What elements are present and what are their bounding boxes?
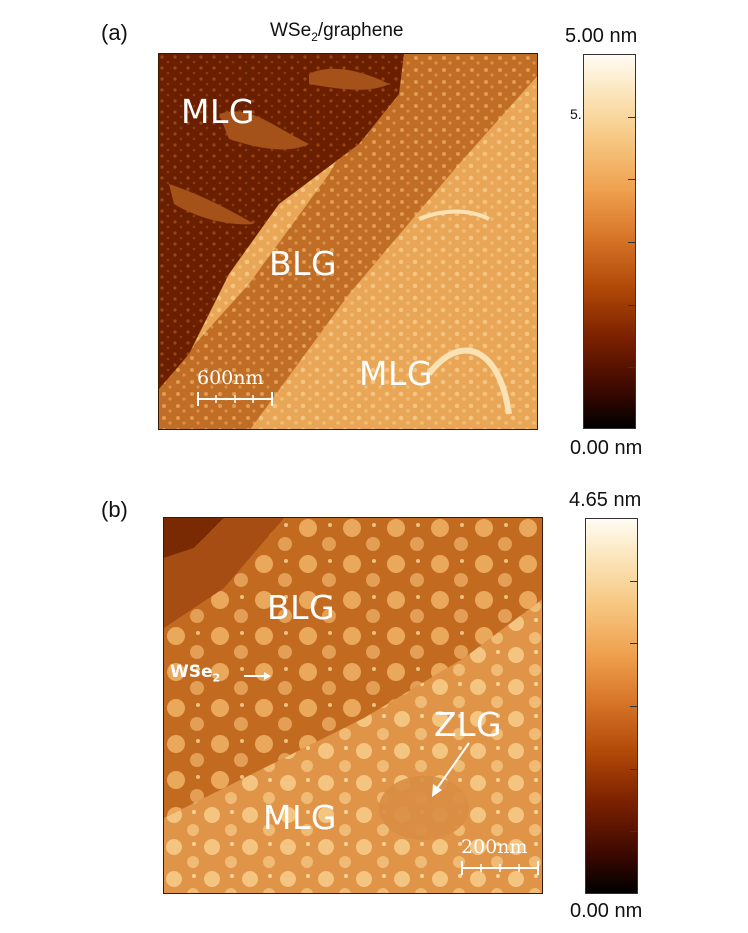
panel-a-title: WSe2/graphene — [270, 20, 404, 44]
scalebar-a: 600nm — [197, 367, 273, 411]
afm-image-a: MLG BLG MLG 600nm — [158, 53, 538, 430]
region-label-blg-b: BLG — [267, 588, 336, 627]
afm-topography-a — [159, 54, 537, 429]
scalebar-a-bar — [197, 392, 273, 406]
afm-image-b: BLG WSe2 ZLG MLG 200nm — [163, 517, 543, 894]
colorbar-b-min: 0.00 nm — [570, 900, 643, 922]
colorbar-a-min: 0.00 nm — [570, 437, 643, 459]
zlg-arrow-icon — [432, 742, 470, 797]
region-label-zlg: ZLG — [434, 705, 503, 744]
scalebar-b: 200nm — [461, 836, 539, 880]
colorbar-b-max: 4.65 nm — [569, 489, 642, 511]
region-label-mlg-bottom: MLG — [359, 354, 433, 393]
region-label-mlg-top: MLG — [181, 92, 255, 131]
scalebar-b-bar — [461, 861, 539, 875]
wse2-arrow-icon — [244, 672, 271, 680]
colorbar-a-tick-label: 5. — [570, 106, 582, 122]
panel-b-label: (b) — [101, 497, 128, 522]
region-label-mlg-b: MLG — [263, 798, 337, 837]
scalebar-b-label: 200nm — [461, 836, 528, 858]
scalebar-a-label: 600nm — [197, 367, 264, 389]
colorbar-a-max: 5.00 nm — [565, 25, 638, 47]
panel-a-label: (a) — [101, 20, 128, 45]
colorbar-b — [585, 518, 638, 894]
region-label-blg: BLG — [269, 244, 338, 283]
afm-topography-b — [164, 518, 542, 893]
colorbar-a — [583, 54, 636, 429]
wse2-label: WSe2 — [170, 662, 221, 685]
